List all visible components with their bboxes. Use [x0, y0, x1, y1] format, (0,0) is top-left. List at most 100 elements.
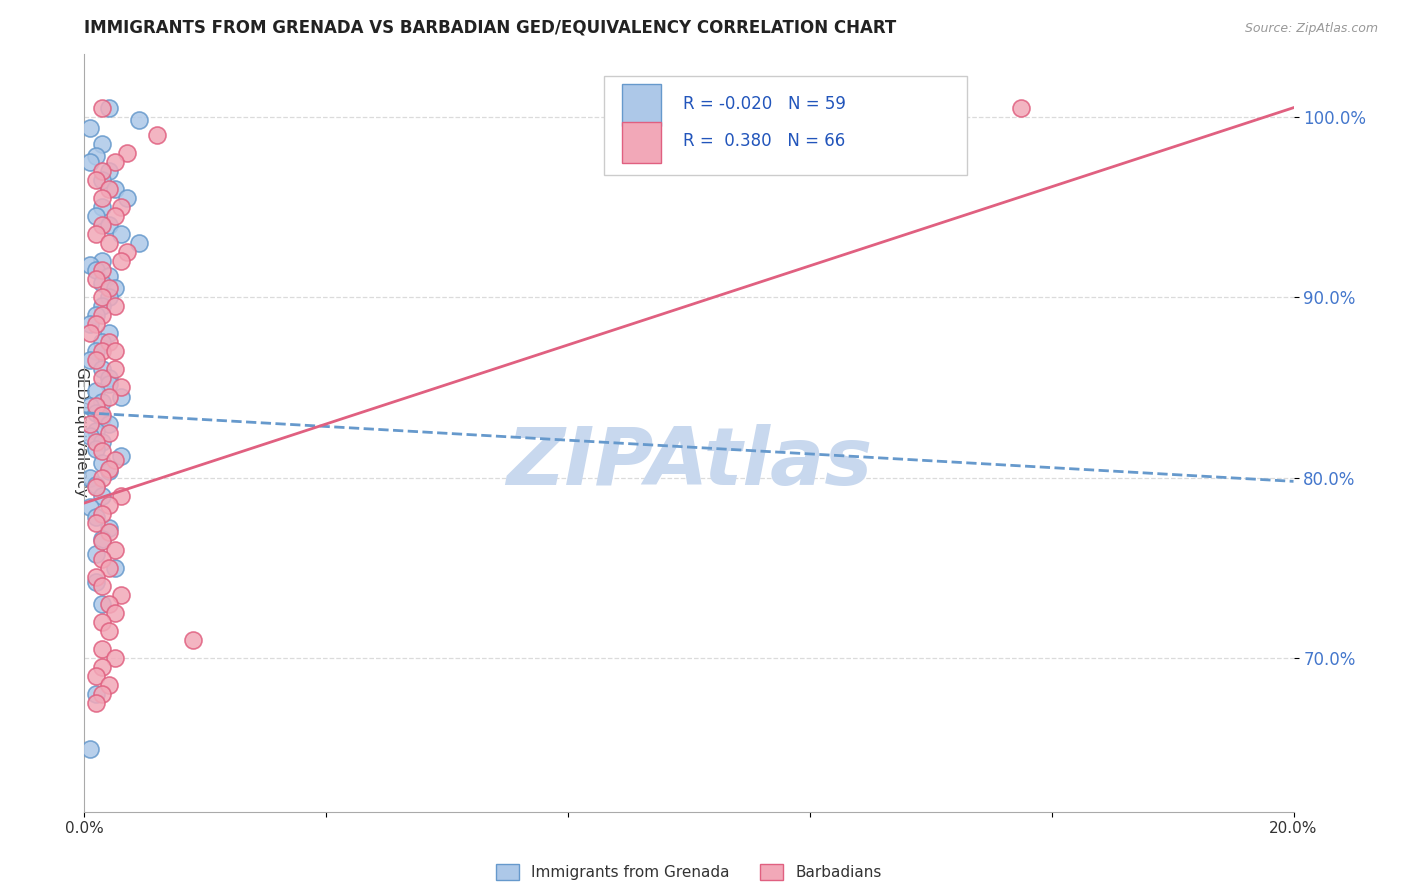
Point: [97, 624, 120, 639]
Point: [104, 362, 127, 376]
Point: [79, 154, 101, 169]
Point: [91, 344, 114, 359]
Point: [181, 633, 204, 648]
Point: [91, 299, 114, 313]
Point: [79, 399, 101, 413]
Legend: Immigrants from Grenada, Barbadians: Immigrants from Grenada, Barbadians: [488, 856, 890, 888]
Point: [86, 424, 108, 438]
Point: [91, 533, 114, 548]
Point: [86, 406, 108, 420]
Point: [91, 552, 114, 566]
Point: [97, 425, 120, 440]
Point: [91, 443, 114, 458]
Point: [110, 254, 132, 268]
FancyBboxPatch shape: [623, 84, 661, 126]
Point: [91, 660, 114, 674]
Point: [79, 318, 101, 332]
Point: [91, 263, 114, 277]
Point: [104, 209, 127, 223]
Point: [86, 575, 108, 590]
Point: [110, 380, 132, 394]
Point: [97, 521, 120, 535]
Point: [104, 154, 127, 169]
Y-axis label: GED/Equivalency: GED/Equivalency: [73, 368, 89, 498]
Point: [91, 687, 114, 701]
Point: [110, 227, 132, 241]
Point: [91, 101, 114, 115]
Point: [91, 308, 114, 322]
Point: [115, 245, 138, 260]
FancyBboxPatch shape: [605, 77, 967, 175]
Point: [91, 456, 114, 470]
Point: [91, 164, 114, 178]
Point: [86, 478, 108, 492]
Point: [86, 510, 108, 524]
Point: [97, 461, 120, 475]
Text: R =  0.380   N = 66: R = 0.380 N = 66: [683, 132, 845, 150]
Point: [97, 464, 120, 478]
Point: [97, 335, 120, 350]
Point: [91, 335, 114, 350]
Point: [91, 597, 114, 611]
Point: [86, 308, 108, 322]
Point: [97, 235, 120, 250]
Point: [86, 516, 108, 530]
Point: [104, 344, 127, 359]
Point: [91, 254, 114, 268]
Point: [91, 136, 114, 151]
Point: [86, 227, 108, 241]
Point: [115, 191, 138, 205]
Point: [104, 606, 127, 620]
Point: [86, 480, 108, 494]
Point: [79, 500, 101, 514]
Point: [97, 218, 120, 232]
Text: R = -0.020   N = 59: R = -0.020 N = 59: [683, 95, 846, 113]
Point: [91, 579, 114, 593]
Point: [146, 128, 169, 142]
Point: [91, 200, 114, 214]
Point: [91, 434, 114, 449]
Point: [79, 741, 101, 756]
Point: [91, 507, 114, 521]
Point: [91, 218, 114, 232]
Point: [97, 101, 120, 115]
Text: Source: ZipAtlas.com: Source: ZipAtlas.com: [1244, 22, 1378, 36]
Point: [97, 164, 120, 178]
Point: [91, 371, 114, 385]
Point: [86, 687, 108, 701]
Point: [86, 149, 108, 163]
Point: [91, 471, 114, 485]
Point: [79, 429, 101, 443]
Point: [97, 326, 120, 341]
Point: [110, 489, 132, 503]
Point: [86, 547, 108, 561]
Point: [91, 395, 114, 409]
Point: [97, 371, 120, 385]
Point: [79, 471, 101, 485]
Point: [91, 362, 114, 376]
Point: [91, 489, 114, 503]
Point: [91, 191, 114, 205]
Point: [97, 597, 120, 611]
Point: [91, 411, 114, 425]
Point: [97, 390, 120, 404]
Point: [86, 272, 108, 286]
Point: [97, 281, 120, 295]
Point: [104, 281, 127, 295]
Point: [97, 268, 120, 283]
Point: [86, 399, 108, 413]
Point: [104, 182, 127, 196]
Point: [97, 524, 120, 539]
Point: [86, 353, 108, 368]
Point: [91, 408, 114, 422]
Point: [97, 417, 120, 431]
Point: [97, 678, 120, 692]
Point: [1011, 101, 1033, 115]
Point: [91, 290, 114, 304]
Point: [86, 434, 108, 449]
Point: [110, 200, 132, 214]
Point: [97, 290, 120, 304]
FancyBboxPatch shape: [623, 122, 661, 163]
Point: [97, 376, 120, 391]
Point: [104, 651, 127, 665]
